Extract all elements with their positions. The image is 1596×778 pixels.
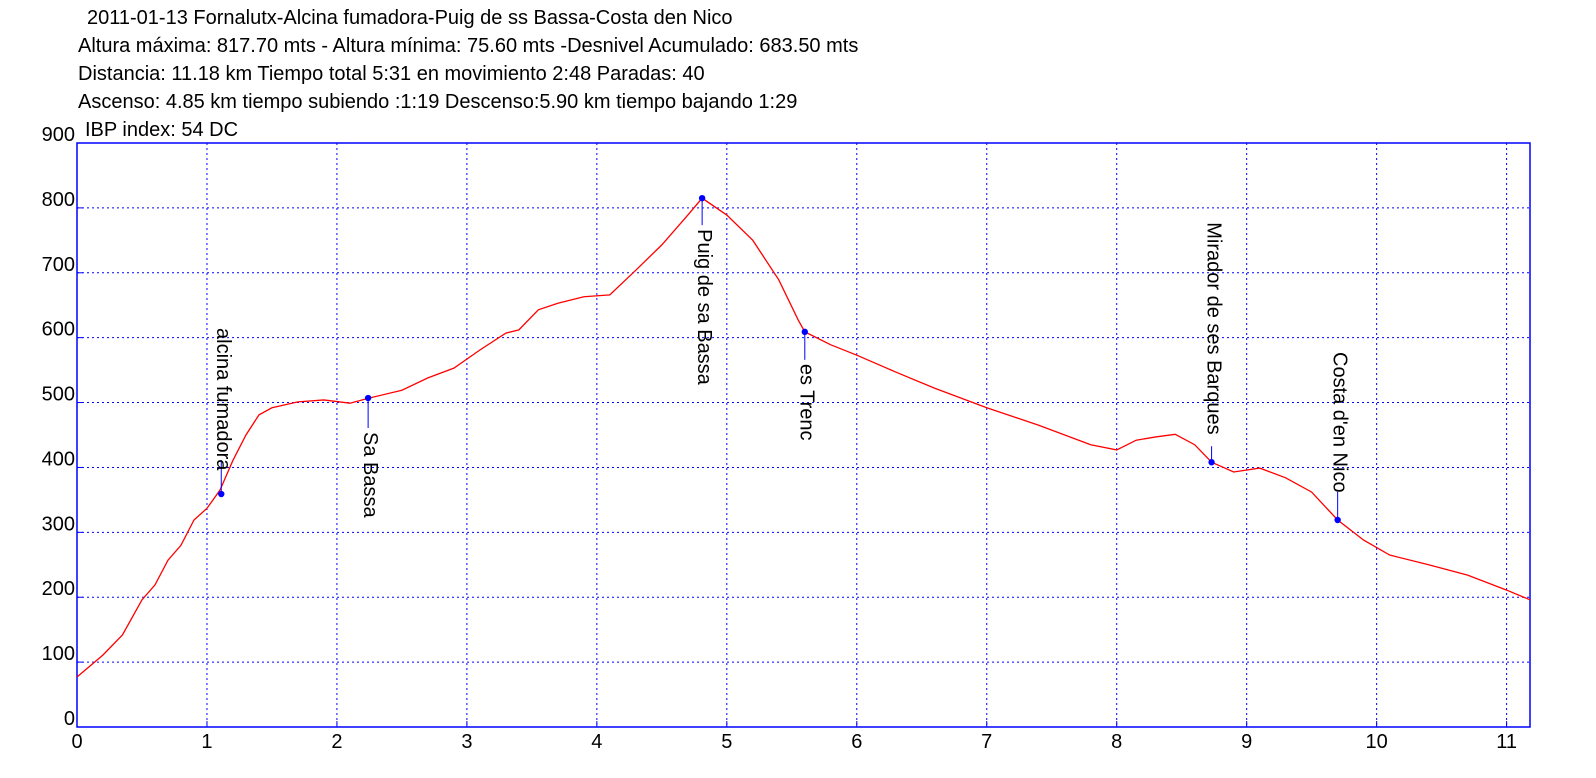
elevation-line <box>76 197 1531 678</box>
x-tick-label: 9 <box>1241 731 1252 753</box>
subtitle: IBP index: 54 DC <box>85 119 238 141</box>
x-tick-label: 4 <box>591 731 602 753</box>
annotation-label: Sa Bassa <box>359 432 381 518</box>
subtitle: Ascenso: 4.85 km tiempo subiendo :1:19 D… <box>78 91 797 113</box>
y-tick-label: 600 <box>42 319 75 341</box>
x-tick-label: 5 <box>721 731 732 753</box>
y-tick-label: 400 <box>42 448 75 470</box>
waypoint <box>1208 459 1215 466</box>
y-tick-label: 100 <box>42 643 75 665</box>
x-tick-label: 1 <box>201 731 212 753</box>
x-tick-label: 6 <box>851 731 862 753</box>
x-tick-label: 0 <box>71 731 82 753</box>
y-tick-label: 500 <box>42 384 75 406</box>
subtitle: Distancia: 11.18 km Tiempo total 5:31 en… <box>78 63 705 85</box>
waypoint <box>801 328 808 336</box>
y-tick-label: 800 <box>42 189 75 211</box>
annotation-label: alcina fumadora <box>212 328 234 471</box>
waypoint <box>364 394 372 402</box>
x-tick-label: 7 <box>981 731 992 753</box>
x-tick-label: 2 <box>331 731 342 753</box>
x-tick-label: 10 <box>1366 731 1388 753</box>
y-tick-label: 300 <box>42 513 75 535</box>
x-tick-label: 11 <box>1496 731 1517 753</box>
x-tick-label: 3 <box>461 731 472 753</box>
y-tick-label: 200 <box>42 578 75 600</box>
subtitle: Altura máxima: 817.70 mts - Altura mínim… <box>78 35 858 57</box>
y-tick-label: 900 <box>42 124 75 146</box>
chart-title: 2011-01-13 Fornalutx-Alcina fumadora-Pui… <box>87 7 733 29</box>
waypoint <box>698 194 706 202</box>
waypoint <box>1334 516 1341 524</box>
plot-frame <box>76 142 1531 728</box>
y-tick-label: 0 <box>64 708 75 730</box>
x-tick-label: 8 <box>1111 731 1122 753</box>
annotation-label: Mirador de ses Barques <box>1202 222 1224 434</box>
annotation-label: es Trenc <box>796 364 818 441</box>
annotation-label: Costa d'en Nico <box>1328 352 1350 493</box>
waypoint <box>218 490 225 498</box>
y-tick-label: 700 <box>42 254 75 276</box>
annotation-label: Puig de sa Bassa <box>693 229 715 386</box>
